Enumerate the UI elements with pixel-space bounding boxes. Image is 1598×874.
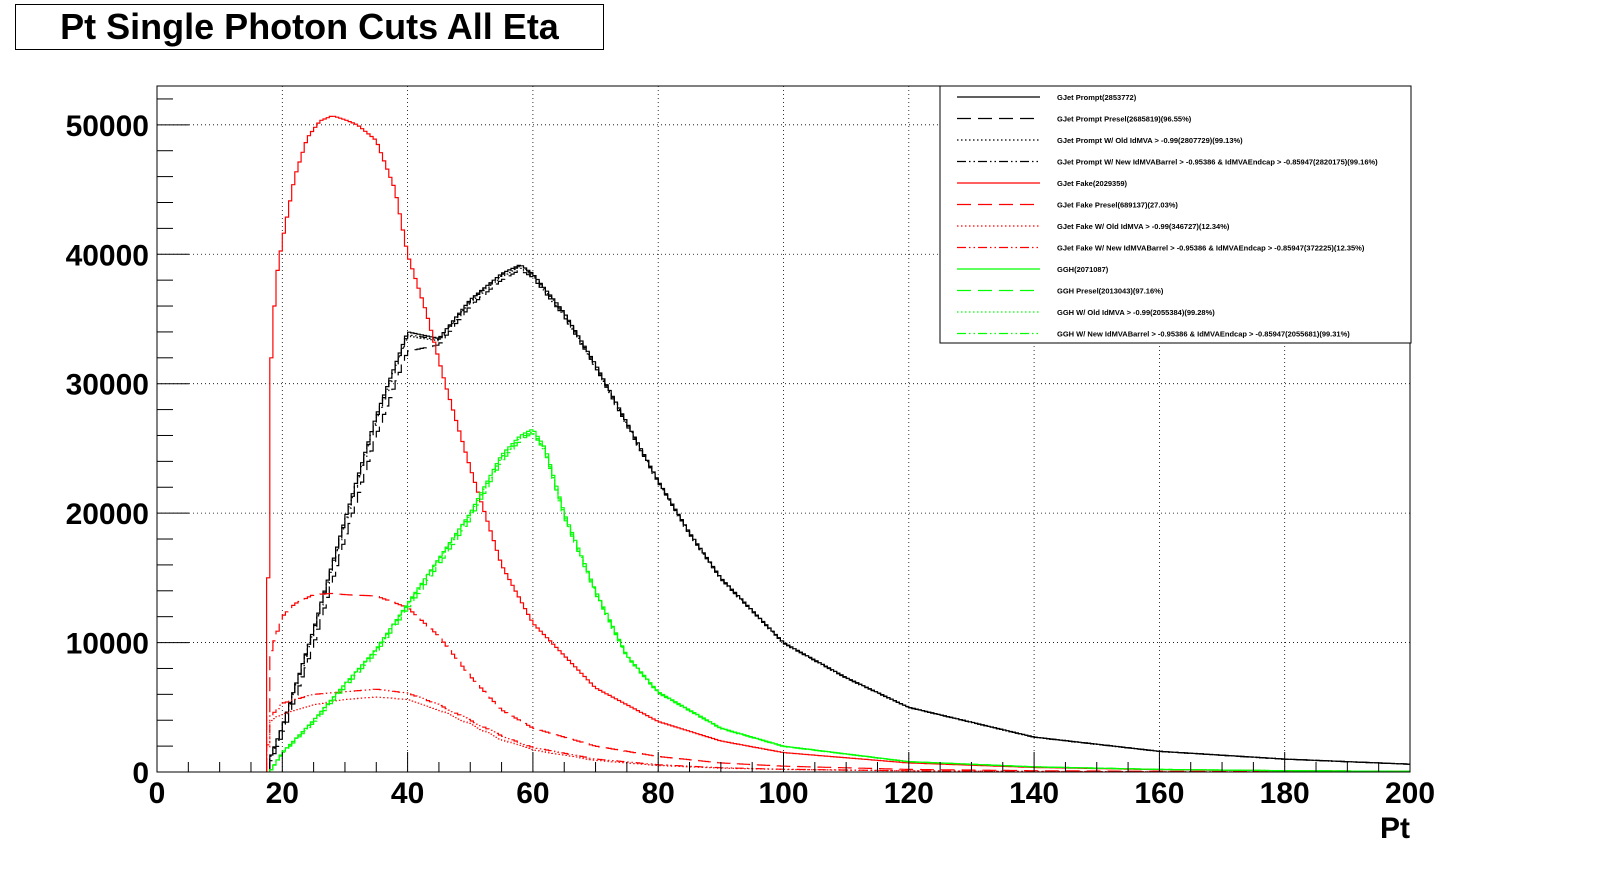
series-line-10: [269, 433, 1410, 772]
legend-label: GJet Prompt W/ New IdMVABarrel > -0.9538…: [1057, 158, 1378, 167]
y-tick-label: 40000: [66, 239, 149, 272]
legend: GJet Prompt(2853772) GJet Prompt Presel(2…: [939, 85, 1412, 344]
series-line-3: [269, 267, 1410, 772]
series-line-9: [269, 429, 1410, 772]
series-line-6: [266, 592, 1410, 773]
legend-label: GJet Fake W/ New IdMVABarrel > -0.95386 …: [1057, 244, 1365, 253]
y-tick-label: 20000: [66, 498, 149, 531]
x-tick-label: 120: [884, 777, 934, 810]
y-tick-label: 30000: [66, 369, 149, 402]
x-tick-label: 180: [1260, 777, 1310, 810]
legend-box: [939, 85, 1412, 344]
legend-label: GGH W/ Old IdMVA > -0.99(2055384)(99.28%…: [1057, 308, 1215, 317]
x-tick-label: 160: [1134, 777, 1184, 810]
x-tick-label: 100: [758, 777, 808, 810]
x-tick-label: 20: [266, 777, 299, 810]
legend-label: GJet Fake W/ Old IdMVA > -0.99(346727)(1…: [1057, 222, 1230, 231]
series-line-11: [269, 431, 1410, 772]
x-tick-label: 140: [1009, 777, 1059, 810]
legend-label: GGH W/ New IdMVABarrel > -0.95386 & IdMV…: [1057, 330, 1350, 339]
legend-label: GGH Presel(2013043)(97.16%): [1057, 287, 1164, 296]
series-line-12: [269, 431, 1410, 772]
x-tick-label: 40: [391, 777, 424, 810]
x-tick-label: 60: [516, 777, 549, 810]
series-line-7: [266, 696, 1410, 773]
series-layer: [266, 115, 1410, 773]
x-tick-label: 80: [642, 777, 675, 810]
y-tick-label: 10000: [66, 628, 149, 661]
y-tick-label: 0: [132, 757, 149, 790]
x-axis-title: Pt: [1380, 812, 1410, 845]
series-line-4: [269, 266, 1410, 772]
chart-title: Pt Single Photon Cuts All Eta: [15, 4, 604, 50]
legend-label: GJet Fake(2029359): [1057, 179, 1128, 188]
legend-label: GJet Prompt W/ Old IdMVA > -0.99(2807729…: [1057, 136, 1243, 145]
legend-label: GGH(2071087): [1057, 265, 1109, 274]
y-tick-label: 50000: [66, 110, 149, 143]
legend-label: GJet Prompt(2853772): [1057, 93, 1137, 102]
legend-label: GJet Fake Presel(689137)(27.03%): [1057, 201, 1178, 210]
legend-label: GJet Prompt Presel(2685819)(96.55%): [1057, 115, 1192, 124]
series-line-8: [266, 688, 1410, 773]
series-line-2: [269, 270, 1410, 772]
axes: 0 20 40 60 80 100 120 140 160 180 200 0 10000 20000 30…: [66, 98, 1435, 810]
x-tick-label: 0: [149, 777, 166, 810]
x-tick-label: 200: [1385, 777, 1435, 810]
